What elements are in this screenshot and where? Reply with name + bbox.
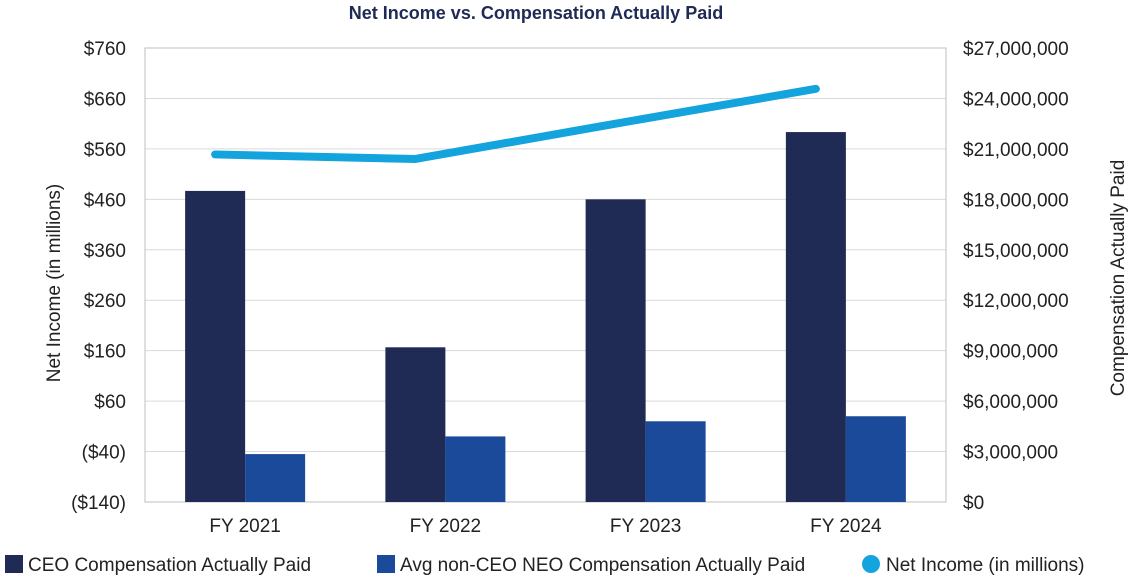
- legend-label: CEO Compensation Actually Paid: [28, 555, 311, 576]
- chart-title: Net Income vs. Compensation Actually Pai…: [349, 3, 723, 23]
- right-tick-label: $12,000,000: [963, 291, 1069, 312]
- bar-neo-cap: [245, 454, 306, 502]
- bar-ceo-cap: [785, 132, 846, 502]
- right-axis-ticks: $27,000,000 $24,000,000 $21,000,000 $18,000…: [963, 39, 1069, 514]
- x-tick-label: FY 2022: [410, 516, 481, 537]
- legend-marker-neo-cap: [377, 555, 395, 573]
- x-tick-label: FY 2023: [610, 516, 681, 537]
- bar-neo-cap: [645, 421, 706, 502]
- right-axis-title: Compensation Actually Paid: [1108, 160, 1129, 397]
- legend-marker-net-income: [862, 555, 880, 573]
- left-tick-label: $60: [94, 392, 126, 413]
- left-tick-label: $460: [84, 190, 126, 211]
- bar-ceo-cap: [185, 190, 246, 503]
- bars: [185, 132, 906, 503]
- x-tick-label: FY 2024: [810, 516, 882, 537]
- line-series: [211, 84, 820, 163]
- right-tick-label: $0: [963, 493, 984, 514]
- bar-neo-cap: [845, 416, 906, 502]
- right-tick-label: $21,000,000: [963, 140, 1069, 161]
- left-tick-label: $560: [84, 140, 126, 161]
- right-tick-label: $27,000,000: [963, 39, 1069, 60]
- right-tick-label: $6,000,000: [963, 392, 1058, 413]
- left-axis-ticks: $760 $660 $560 $460 $360 $260 $160 $60 ($40) ($14…: [71, 39, 126, 514]
- left-tick-label: ($40): [82, 443, 126, 464]
- bar-ceo-cap: [385, 347, 446, 502]
- left-tick-label: $160: [84, 342, 126, 363]
- left-tick-label: $260: [84, 291, 126, 312]
- left-tick-label: $660: [84, 89, 126, 110]
- bar-neo-cap: [445, 436, 506, 502]
- legend: CEO Compensation Actually Paid Avg non-CE…: [5, 555, 1085, 576]
- right-tick-label: $9,000,000: [963, 342, 1058, 363]
- left-tick-label: $360: [84, 241, 126, 262]
- legend-label: Net Income (in millions): [886, 555, 1085, 576]
- right-tick-label: $18,000,000: [963, 190, 1069, 211]
- right-tick-label: $24,000,000: [963, 89, 1069, 110]
- left-tick-label: ($140): [71, 493, 126, 514]
- plot-frame: [144, 47, 947, 503]
- legend-marker-ceo-cap: [5, 555, 23, 573]
- right-tick-label: $15,000,000: [963, 241, 1069, 262]
- bar-ceo-cap: [585, 199, 646, 503]
- x-tick-label: FY 2021: [209, 516, 280, 537]
- net-income-line: [211, 84, 820, 163]
- x-axis-ticks: FY 2021 FY 2022 FY 2023 FY 2024: [209, 516, 882, 537]
- left-axis-title: Net Income (in millions): [44, 184, 65, 383]
- right-tick-label: $3,000,000: [963, 443, 1058, 464]
- left-tick-label: $760: [84, 39, 126, 60]
- legend-label: Avg non-CEO NEO Compensation Actually Pa…: [400, 555, 805, 576]
